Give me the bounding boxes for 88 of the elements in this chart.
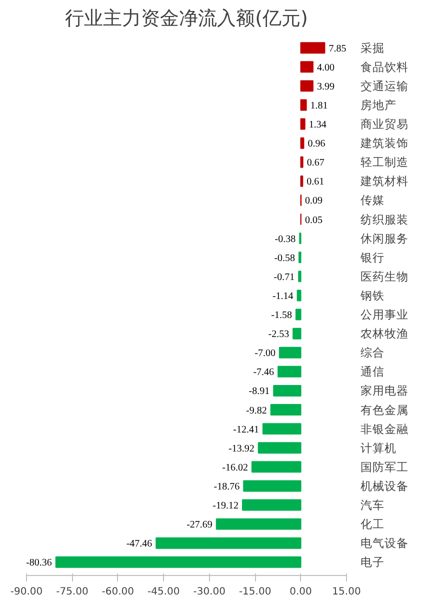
data-label: -7.00 <box>254 348 276 360</box>
data-label: -8.91 <box>248 386 270 398</box>
y-tick-label: 房地产 <box>360 98 396 112</box>
y-tick-label: 电子 <box>360 555 384 570</box>
bar <box>278 366 302 378</box>
bar <box>273 384 302 396</box>
data-label: 7.85 <box>328 43 346 54</box>
data-label: 3.99 <box>316 81 334 92</box>
bar <box>295 308 302 320</box>
data-label: 0.96 <box>308 138 326 150</box>
y-tick-label: 机械设备 <box>360 478 408 493</box>
y-tick-label: 食品饮料 <box>360 60 408 74</box>
x-tick-label: -15.00 <box>238 586 272 598</box>
data-label: 0.09 <box>305 196 323 207</box>
data-label: -16.02 <box>222 462 248 474</box>
y-tick-label: 综合 <box>360 346 384 360</box>
y-tick-label: 国防军工 <box>360 460 408 474</box>
y-tick-label: 计算机 <box>360 440 396 455</box>
data-label: 1.81 <box>310 100 328 112</box>
data-label: 1.34 <box>308 120 326 131</box>
y-tick-label: 汽车 <box>360 498 384 512</box>
y-tick-label: 交通运输 <box>360 78 408 93</box>
data-label: -0.38 <box>274 234 296 245</box>
y-tick-label: 休闲服务 <box>360 231 408 246</box>
bar <box>300 137 304 149</box>
data-label: -13.92 <box>228 443 254 454</box>
data-label: -18.76 <box>214 481 240 492</box>
y-tick-label: 采掘 <box>360 40 384 55</box>
y-tick-label: 传媒 <box>360 193 384 208</box>
bar <box>242 499 302 511</box>
bar <box>300 61 314 73</box>
y-tick-label: 通信 <box>360 364 384 379</box>
y-tick-label: 钢铁 <box>360 288 384 302</box>
bar <box>243 480 302 492</box>
data-label: -80.36 <box>26 558 52 569</box>
x-tick-label: -90.00 <box>10 586 43 598</box>
data-label: 4.00 <box>316 62 334 74</box>
bar <box>251 461 302 473</box>
data-label: -1.58 <box>271 310 292 322</box>
x-tick-label: -60.00 <box>102 586 134 598</box>
bar <box>216 518 302 530</box>
y-tick-label: 建筑装饰 <box>360 136 408 150</box>
data-label: -2.53 <box>268 329 290 340</box>
bar <box>300 80 314 92</box>
bar <box>296 290 302 302</box>
y-tick-label: 农林牧渔 <box>360 326 408 341</box>
bar <box>300 118 306 130</box>
bar <box>300 156 304 168</box>
data-label: -47.46 <box>126 538 152 550</box>
data-label: -9.82 <box>246 405 267 416</box>
y-tick-label: 电气设备 <box>360 536 408 550</box>
x-tick-label: -75.00 <box>56 586 88 598</box>
bar <box>292 328 302 340</box>
y-tick-label: 非银金融 <box>360 422 408 436</box>
y-tick-label: 纺织服装 <box>360 212 408 226</box>
bar <box>262 423 302 435</box>
x-tick-label: -45.00 <box>148 586 180 598</box>
bar <box>270 404 302 416</box>
data-label: -0.71 <box>274 272 295 283</box>
x-tick-label: -30.00 <box>193 586 226 598</box>
bar <box>55 556 302 568</box>
data-label: 0.05 <box>304 214 322 226</box>
y-tick-label: 家用电器 <box>360 384 408 398</box>
y-tick-label: 银行 <box>360 250 384 264</box>
bar <box>300 42 326 54</box>
data-label: -27.69 <box>186 520 212 531</box>
y-tick-label: 建筑材料 <box>360 174 408 188</box>
y-tick-label: 有色金属 <box>360 402 408 417</box>
bar <box>300 99 307 111</box>
x-tick-label: 0.00 <box>290 586 312 598</box>
y-tick-label: 化工 <box>360 517 384 532</box>
data-label: -1.14 <box>272 290 294 302</box>
y-tick-label: 轻工制造 <box>360 155 408 170</box>
x-tick-label: 15.00 <box>332 586 361 598</box>
data-label: -0.58 <box>274 252 296 264</box>
bar <box>278 346 302 358</box>
chart-title: 行业主力资金净流入额(亿元) <box>65 8 308 30</box>
y-tick-label: 公用事业 <box>360 308 408 322</box>
data-label: -19.12 <box>212 500 239 512</box>
bar <box>298 270 302 282</box>
data-label: 0.61 <box>306 176 324 188</box>
data-label: 0.67 <box>306 158 324 169</box>
bar <box>258 442 302 454</box>
y-tick-label: 医药生物 <box>360 269 408 284</box>
data-label: -12.41 <box>233 424 259 436</box>
data-label: -7.46 <box>253 367 274 378</box>
y-tick-label: 商业贸易 <box>360 117 408 132</box>
bar <box>156 537 302 549</box>
